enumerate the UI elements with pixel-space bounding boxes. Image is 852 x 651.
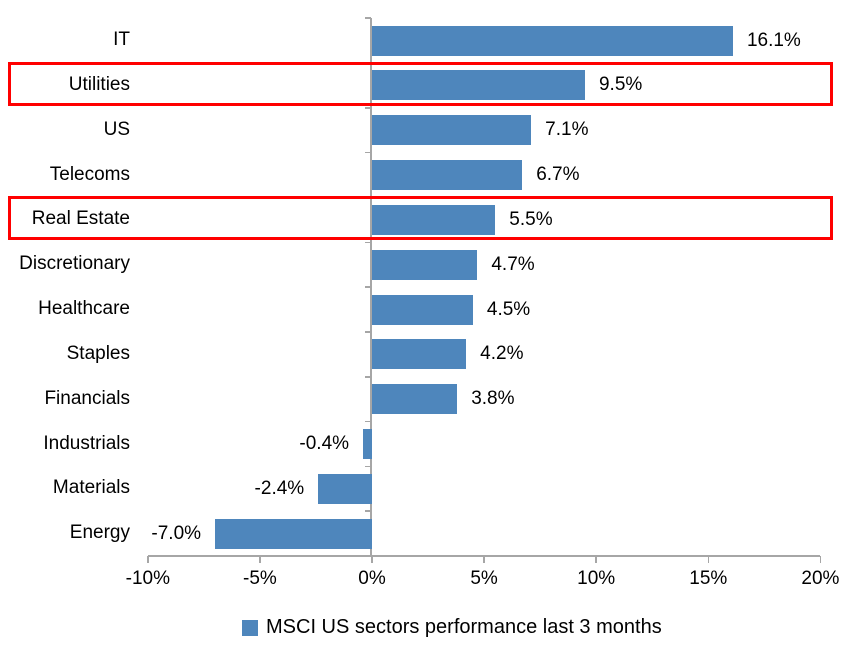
bar — [372, 384, 458, 415]
x-axis-tick-label: 10% — [577, 568, 616, 590]
y-axis-tick — [365, 420, 371, 423]
category-label: Materials — [52, 477, 130, 499]
category-label: IT — [113, 29, 130, 51]
y-axis-tick — [365, 241, 371, 244]
x-axis-tick — [259, 556, 261, 564]
x-axis-tick-label: -5% — [242, 568, 277, 590]
y-axis-tick — [365, 331, 371, 333]
bar — [372, 294, 473, 325]
highlight-box-utilities — [8, 61, 833, 107]
value-label: 9.5% — [598, 74, 643, 96]
bar — [318, 473, 372, 504]
x-axis-tick — [371, 556, 373, 564]
bar — [372, 70, 585, 101]
category-label: Healthcare — [38, 298, 130, 320]
bar — [372, 25, 733, 56]
highlight-box-real-estate — [8, 195, 833, 241]
bar — [372, 339, 467, 370]
x-axis-tick-label: -10% — [125, 568, 170, 590]
x-axis-tick-label: 20% — [801, 568, 840, 590]
value-label: -7.0% — [151, 522, 202, 544]
y-axis-tick — [365, 17, 371, 19]
x-axis-tick-label: 15% — [689, 568, 728, 590]
y-axis-tick — [365, 151, 371, 154]
value-label: 5.5% — [509, 208, 553, 230]
y-axis-line — [370, 18, 372, 558]
category-label: Financials — [44, 387, 130, 409]
x-axis-tick — [819, 556, 822, 564]
value-label: 4.5% — [486, 298, 531, 320]
legend: MSCI US sectors performance last 3 month… — [242, 616, 662, 639]
bar — [372, 204, 496, 235]
value-label: 3.8% — [471, 388, 515, 410]
bar — [372, 249, 478, 280]
x-axis-tick-label: 0% — [358, 568, 386, 590]
x-axis-tick — [483, 556, 485, 564]
value-label: 7.1% — [545, 119, 589, 141]
y-axis-tick — [365, 376, 371, 378]
value-label: 16.1% — [746, 29, 801, 51]
y-axis-tick — [365, 107, 371, 109]
category-label: Discretionary — [19, 253, 130, 275]
y-axis-tick — [365, 510, 371, 512]
category-label: Energy — [69, 522, 130, 544]
bar — [372, 160, 523, 191]
category-label: Staples — [66, 342, 130, 364]
bar — [363, 428, 372, 459]
x-axis-tick-label: 5% — [470, 568, 498, 590]
y-axis-tick — [365, 286, 371, 288]
legend-label: MSCI US sectors performance last 3 month… — [266, 616, 662, 638]
value-label: -0.4% — [299, 432, 350, 454]
x-axis-tick — [147, 556, 149, 564]
value-label: 6.7% — [536, 164, 580, 186]
category-label: Telecoms — [49, 163, 130, 185]
category-label: US — [103, 118, 130, 140]
bar — [372, 115, 532, 146]
legend-marker-icon — [242, 619, 258, 636]
bar — [215, 518, 372, 549]
category-label: Utilities — [68, 74, 130, 96]
x-axis-tick — [595, 556, 597, 564]
x-axis-tick — [707, 556, 710, 564]
value-label: 4.2% — [480, 343, 524, 365]
value-label: -2.4% — [254, 477, 305, 499]
category-label: Real Estate — [31, 208, 130, 230]
value-label: 4.7% — [491, 253, 535, 275]
y-axis-tick — [365, 465, 371, 468]
category-label: Industrials — [43, 432, 130, 454]
